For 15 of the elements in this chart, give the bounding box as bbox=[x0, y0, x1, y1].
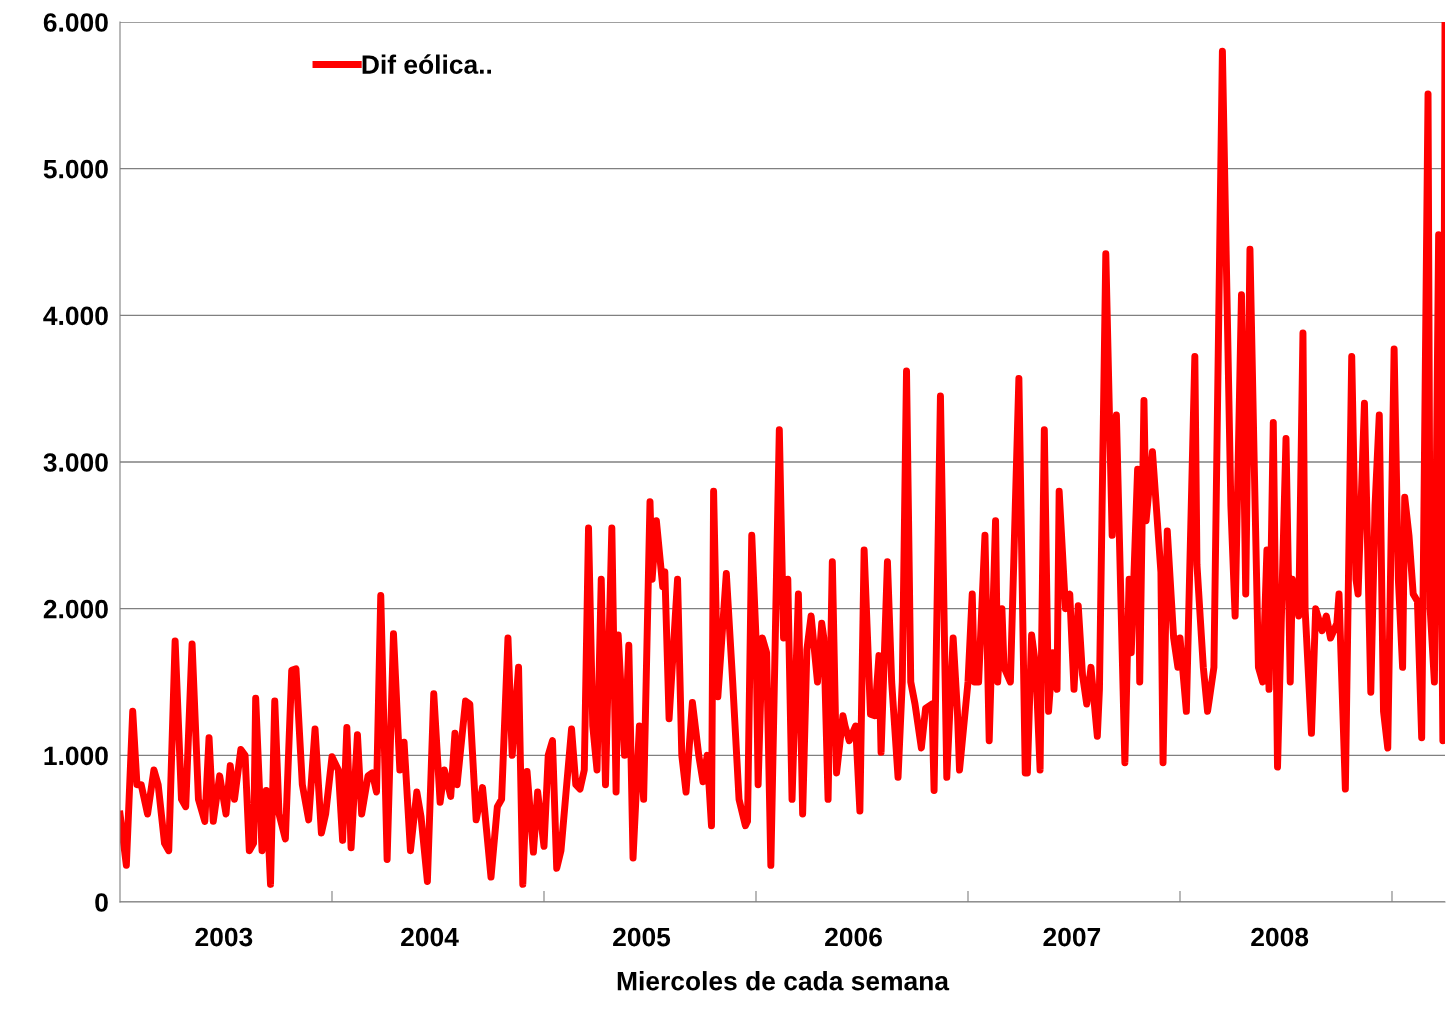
x-tick-label: 2004 bbox=[401, 927, 459, 947]
y-tick-label: 5.000 bbox=[43, 159, 108, 179]
x-tick-label: 2008 bbox=[1251, 927, 1309, 947]
legend-label: Dif eólica.. bbox=[362, 54, 492, 74]
y-tick-label: 2.000 bbox=[43, 599, 108, 619]
y-tick-label: 0 bbox=[95, 893, 108, 912]
x-tick-label: 2007 bbox=[1043, 927, 1101, 947]
y-tick-label: 1.000 bbox=[44, 746, 108, 766]
x-tick-label: 2003 bbox=[195, 927, 253, 947]
y-tick-label: 6.000 bbox=[43, 13, 108, 32]
y-tick-label: 4.000 bbox=[43, 306, 108, 326]
y-tick-label: 3.000 bbox=[43, 453, 108, 472]
x-tick-label: 2006 bbox=[825, 927, 882, 947]
x-axis-title: Miercoles de cada semana bbox=[617, 971, 950, 991]
x-tick-label: 2005 bbox=[613, 927, 671, 947]
